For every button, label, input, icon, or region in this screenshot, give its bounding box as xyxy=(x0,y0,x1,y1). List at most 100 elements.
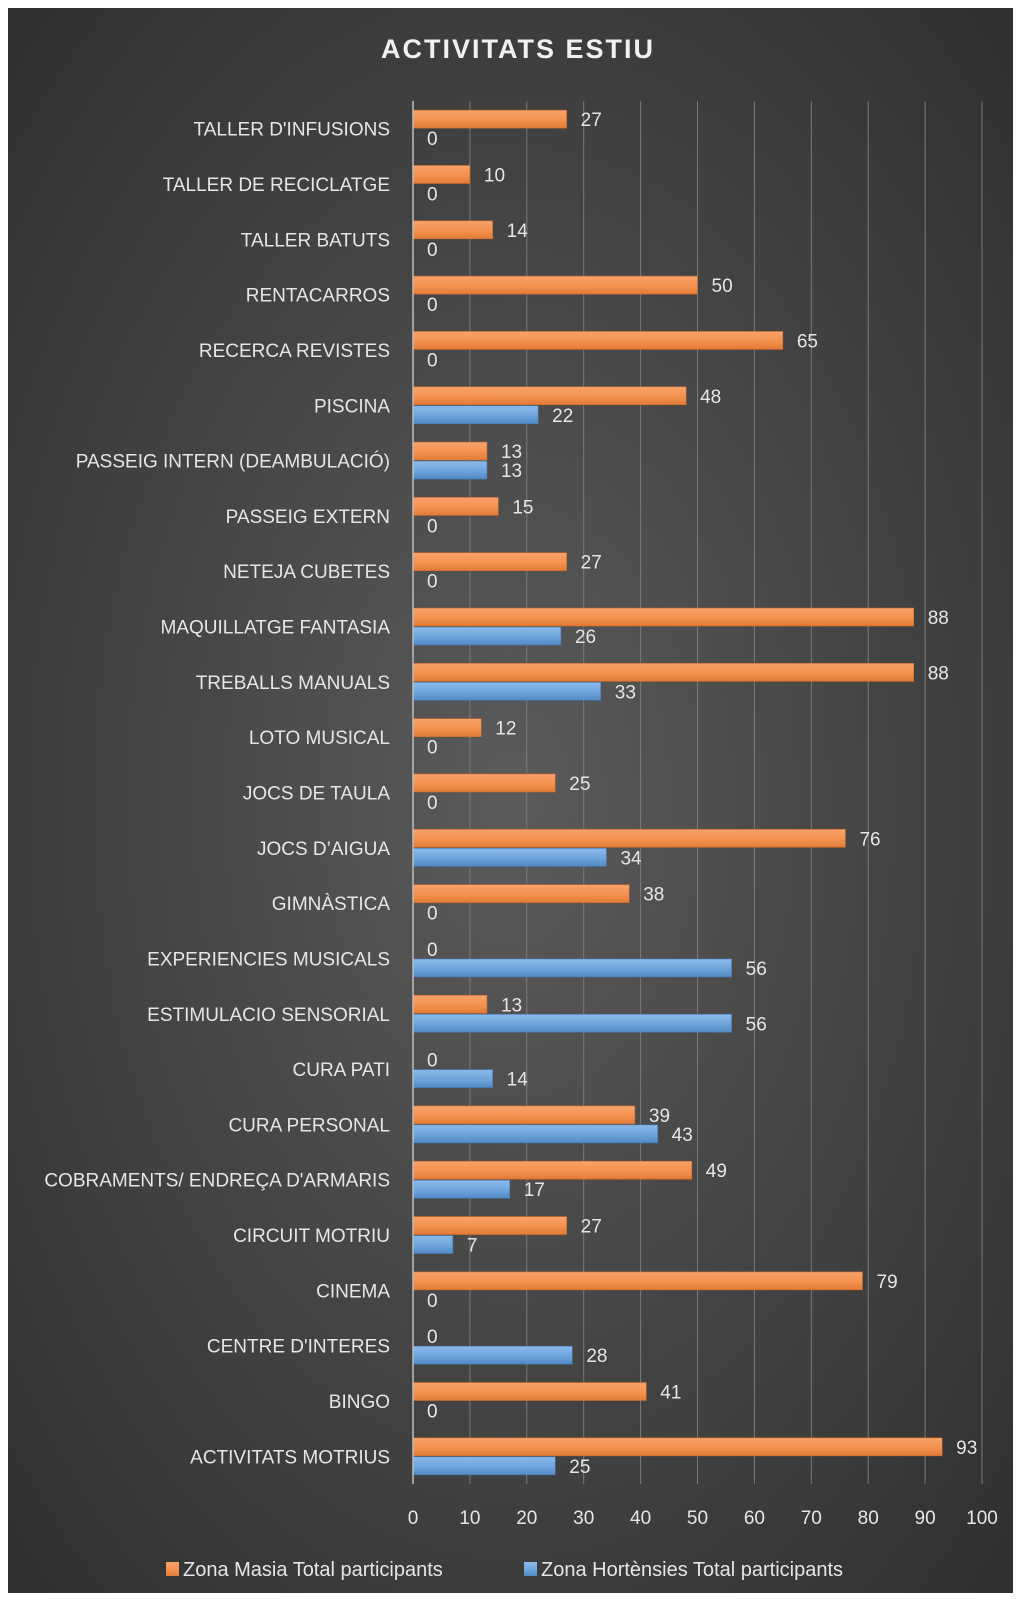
data-label: 0 xyxy=(427,1327,438,1348)
data-label: 15 xyxy=(512,497,533,518)
category-label: TREBALLS MANUALS xyxy=(196,673,390,694)
category-label: ESTIMULACIO SENSORIAL xyxy=(147,1005,390,1026)
data-label: 12 xyxy=(495,719,516,740)
data-label: 76 xyxy=(859,829,880,850)
data-label: 27 xyxy=(581,553,602,574)
data-label: 13 xyxy=(501,995,522,1016)
data-label: 0 xyxy=(427,240,438,261)
bar-masia xyxy=(412,718,482,737)
data-label: 0 xyxy=(427,1051,438,1072)
data-label: 48 xyxy=(700,387,721,408)
x-tick-label: 10 xyxy=(459,1508,480,1529)
legend: Zona Masia Total participants Zona Hortèn… xyxy=(166,1559,843,1581)
data-label: 39 xyxy=(649,1106,670,1127)
category-label: JOCS DE TAULA xyxy=(243,784,390,805)
data-label: 0 xyxy=(427,1291,438,1312)
legend-swatch-hortensies xyxy=(524,1562,537,1576)
data-label: 41 xyxy=(660,1383,681,1404)
data-label: 43 xyxy=(672,1125,693,1146)
bar-masia xyxy=(412,1105,636,1125)
bar-masia xyxy=(412,829,846,848)
data-label: 34 xyxy=(620,848,642,869)
category-label: BINGO xyxy=(329,1392,390,1413)
data-label: 22 xyxy=(552,406,573,427)
category-label: RECERCA REVISTES xyxy=(199,341,390,362)
bar-masia xyxy=(412,552,567,572)
x-tick-label: 0 xyxy=(408,1508,419,1529)
category-label: CINEMA xyxy=(316,1281,390,1302)
data-label: 0 xyxy=(427,572,438,593)
bar-hortensies xyxy=(412,405,539,425)
category-label: LOTO MUSICAL xyxy=(249,728,390,749)
data-label: 56 xyxy=(746,959,767,980)
bar-masia xyxy=(412,1382,647,1401)
category-label: CURA PATI xyxy=(293,1060,390,1081)
data-label: 49 xyxy=(706,1161,727,1182)
category-label: GIMNÀSTICA xyxy=(272,894,391,915)
data-label: 0 xyxy=(427,129,438,150)
bar-hortensies xyxy=(412,1345,573,1365)
category-label: PASSEIG EXTERN xyxy=(226,507,390,528)
bar-masia xyxy=(412,497,499,516)
bar-masia xyxy=(412,607,915,627)
legend-swatch-masia xyxy=(166,1562,179,1576)
bar-masia xyxy=(412,331,784,350)
chart-title: ACTIVITATS ESTIU xyxy=(381,34,655,64)
category-label: CIRCUIT MOTRIU xyxy=(233,1226,390,1247)
category-label: RENTACARROS xyxy=(246,286,390,307)
bar-hortensies xyxy=(412,682,602,701)
bar-masia xyxy=(412,773,556,793)
category-label: MAQUILLATGE FANTASIA xyxy=(161,618,391,639)
data-label: 17 xyxy=(524,1180,545,1201)
bar-hortensies xyxy=(412,460,488,480)
category-label: CURA PERSONAL xyxy=(228,1115,390,1136)
bar-masia xyxy=(412,220,493,240)
bar-masia xyxy=(412,386,687,406)
category-label: PASSEIG INTERN (DEAMBULACIÓ) xyxy=(76,451,390,473)
category-label: EXPERIENCIES MUSICALS xyxy=(147,949,390,970)
data-label: 13 xyxy=(501,461,522,482)
category-label: COBRAMENTS/ ENDREÇA D'ARMARIS xyxy=(44,1171,390,1192)
data-label: 27 xyxy=(581,110,602,131)
data-label: 50 xyxy=(712,276,733,297)
data-label: 7 xyxy=(467,1236,478,1257)
data-label: 0 xyxy=(427,184,438,205)
x-tick-label: 80 xyxy=(858,1508,879,1529)
bar-hortensies xyxy=(412,1456,556,1476)
bar-hortensies xyxy=(412,1013,732,1033)
x-tick-label: 90 xyxy=(915,1508,936,1529)
x-tick-label: 20 xyxy=(516,1508,537,1529)
data-label: 93 xyxy=(956,1438,977,1459)
data-label: 0 xyxy=(427,516,438,537)
data-label: 28 xyxy=(586,1346,607,1367)
bar-masia xyxy=(412,994,488,1014)
category-label: TALLER BATUTS xyxy=(241,230,390,251)
category-label: TALLER DE RECICLATGE xyxy=(163,175,390,196)
bar-hortensies xyxy=(412,848,607,867)
category-label: PISCINA xyxy=(314,396,390,417)
data-label: 27 xyxy=(581,1217,602,1238)
bar-hortensies xyxy=(412,1235,454,1254)
bar-masia xyxy=(412,275,698,295)
category-label: JOCS D’AIGUA xyxy=(257,839,390,860)
category-label: ACTIVITATS MOTRIUS xyxy=(190,1447,390,1468)
bar-masia xyxy=(412,441,488,461)
data-label: 0 xyxy=(427,350,438,371)
category-label: TALLER D'INFUSIONS xyxy=(194,120,390,141)
bar-hortensies xyxy=(412,1069,493,1088)
bar-masia xyxy=(412,1437,943,1457)
data-label: 0 xyxy=(427,1402,438,1423)
data-label: 25 xyxy=(569,1457,590,1478)
data-label: 88 xyxy=(928,608,949,629)
bar-masia xyxy=(412,1160,693,1180)
legend-label-masia: Zona Masia Total participants xyxy=(183,1559,443,1581)
bar-masia xyxy=(412,1271,863,1291)
data-label: 10 xyxy=(484,165,505,186)
bars xyxy=(412,109,943,1476)
bar-hortensies xyxy=(412,626,562,646)
data-label: 79 xyxy=(877,1272,898,1293)
data-label: 0 xyxy=(427,738,438,759)
data-label: 14 xyxy=(507,1070,529,1091)
bar-hortensies xyxy=(412,958,732,978)
